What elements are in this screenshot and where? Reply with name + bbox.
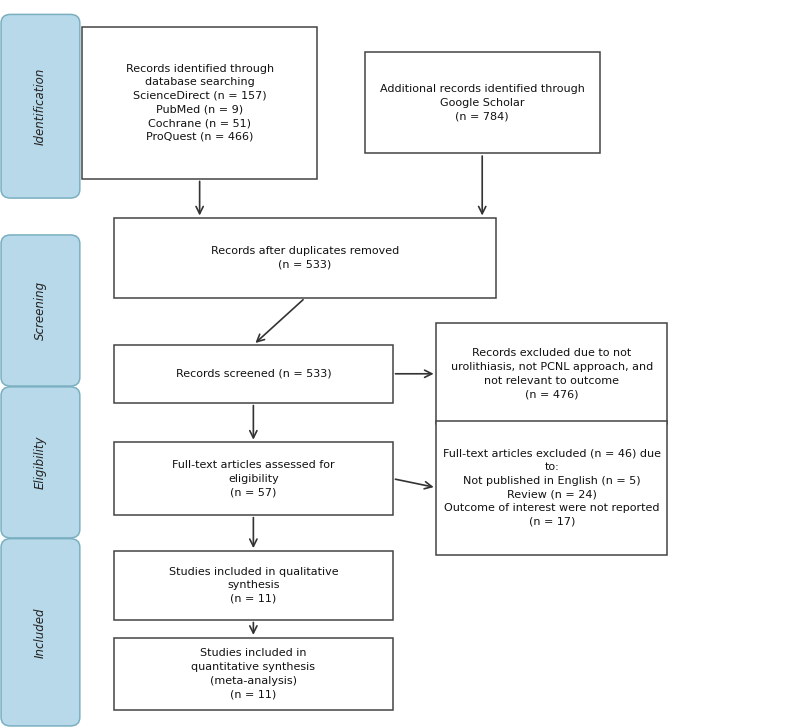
Text: Included: Included <box>34 607 47 657</box>
FancyBboxPatch shape <box>437 324 667 425</box>
Text: Records after duplicates removed
(n = 533): Records after duplicates removed (n = 53… <box>211 246 399 270</box>
FancyBboxPatch shape <box>114 443 393 515</box>
Text: Records screened (n = 533): Records screened (n = 533) <box>175 369 331 379</box>
FancyBboxPatch shape <box>1 539 80 726</box>
FancyBboxPatch shape <box>1 15 80 198</box>
Text: Full-text articles excluded (n = 46) due
to:
Not published in English (n = 5)
Re: Full-text articles excluded (n = 46) due… <box>443 449 661 526</box>
FancyBboxPatch shape <box>114 638 393 710</box>
FancyBboxPatch shape <box>1 235 80 386</box>
FancyBboxPatch shape <box>114 345 393 403</box>
FancyBboxPatch shape <box>437 421 667 555</box>
Text: Studies included in
quantitative synthesis
(meta-analysis)
(n = 11): Studies included in quantitative synthes… <box>191 648 315 699</box>
FancyBboxPatch shape <box>114 551 393 619</box>
FancyBboxPatch shape <box>1 387 80 538</box>
Text: Eligibility: Eligibility <box>34 435 47 489</box>
FancyBboxPatch shape <box>82 27 317 179</box>
Text: Additional records identified through
Google Scholar
(n = 784): Additional records identified through Go… <box>380 84 585 121</box>
Text: Full-text articles assessed for
eligibility
(n = 57): Full-text articles assessed for eligibil… <box>172 460 334 497</box>
Text: Records excluded due to not
urolithiasis, not PCNL approach, and
not relevant to: Records excluded due to not urolithiasis… <box>450 348 653 399</box>
Text: Identification: Identification <box>34 68 47 145</box>
Text: Studies included in qualitative
synthesis
(n = 11): Studies included in qualitative synthesi… <box>169 566 338 604</box>
FancyBboxPatch shape <box>114 218 496 298</box>
FancyBboxPatch shape <box>365 52 600 153</box>
Text: Screening: Screening <box>34 281 47 340</box>
Text: Records identified through
database searching
ScienceDirect (n = 157)
PubMed (n : Records identified through database sear… <box>126 64 274 142</box>
